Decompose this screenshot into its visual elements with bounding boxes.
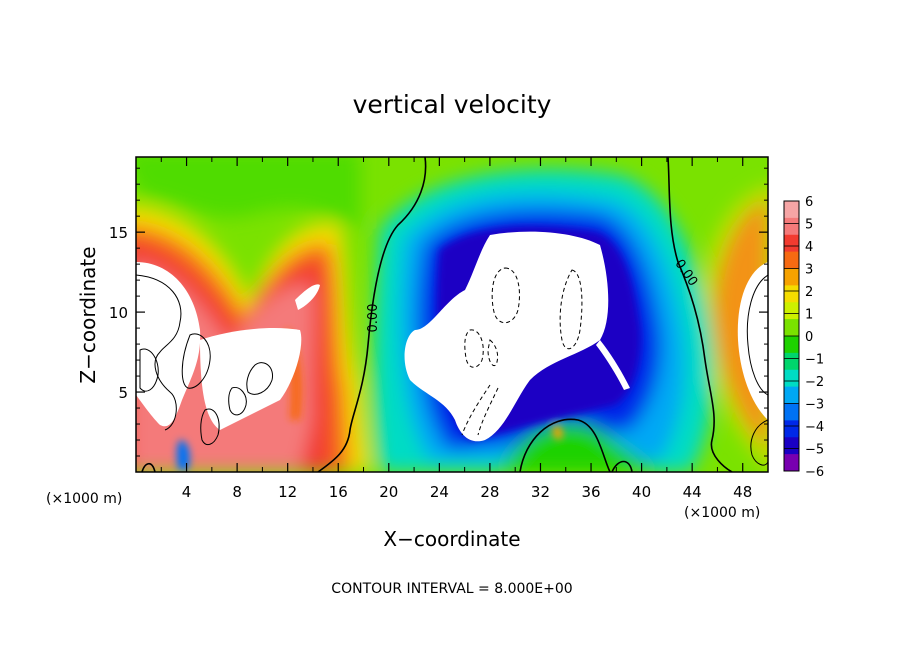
contour-left-loop-1 — [181, 333, 211, 389]
colorbar-label: 3 — [805, 263, 813, 278]
y-axis-label: Z−coordinate — [76, 246, 100, 383]
x-tick-label: 16 — [329, 483, 348, 501]
contour-interval-note: CONTOUR INTERVAL = 8.000E+00 — [331, 581, 572, 597]
y-tick-label: 5 — [118, 384, 128, 402]
colorbar-swatch — [784, 369, 799, 388]
colorbar-label: −5 — [805, 443, 824, 458]
contour-bottom-left — [141, 462, 156, 472]
region-yellow-left — [136, 157, 360, 230]
x-axis: 4 8 12 16 20 24 28 32 36 40 44 48 — [160, 157, 752, 501]
colorbar-swatch — [784, 352, 799, 371]
contour-dashed-1 — [491, 267, 520, 324]
colorbar-swatch — [784, 437, 799, 455]
white-left-center — [200, 328, 302, 430]
colorbar-label: −4 — [805, 420, 824, 435]
colorbar-label: 2 — [805, 285, 813, 300]
contour-left-loop-2 — [246, 362, 274, 395]
y-tick-label: 10 — [109, 304, 128, 322]
contour-right-loop — [746, 274, 768, 396]
region-yellow-right — [700, 185, 768, 470]
contour-left-loop-5 — [139, 348, 159, 392]
colorbar-swatch — [784, 403, 799, 421]
contour-left-outer — [136, 274, 182, 431]
colorbar-swatch — [784, 336, 799, 354]
colorbar-label: −1 — [805, 353, 824, 368]
colorbar-swatch — [784, 251, 799, 269]
colorbar-label: 1 — [805, 308, 813, 323]
colorbar-swatch — [784, 268, 799, 286]
contour-bottom-right — [611, 460, 633, 472]
region-orange-spot — [552, 425, 563, 440]
region-blue-spot — [176, 440, 190, 470]
contour-left-loop-4 — [200, 408, 220, 446]
x-tick-label: 12 — [278, 483, 297, 501]
plot-area: 0.00 0.00 — [136, 157, 768, 472]
colorbar-swatch — [784, 386, 799, 404]
contour-zero-left — [317, 157, 427, 472]
x-tick-label: 28 — [480, 483, 499, 501]
contour-lines-negative — [461, 267, 583, 436]
contour-bottom-center — [519, 418, 611, 472]
white-left-spot — [295, 284, 320, 310]
colorbar-label: 4 — [805, 240, 813, 255]
x-tick-label: 48 — [733, 483, 752, 501]
x-unit-right: (×1000 m) — [684, 505, 760, 521]
colorbar-label: 5 — [805, 218, 813, 233]
contour-zero-right — [667, 157, 733, 472]
region-green-bottom — [500, 422, 660, 472]
x-tick-label: 32 — [531, 483, 550, 501]
chart-title: vertical velocity — [353, 90, 552, 119]
contour-dashed-2 — [559, 269, 583, 350]
colorbar-swatch — [784, 285, 799, 303]
x-unit-left: (×1000 m) — [46, 491, 122, 507]
contour-left-loop-3 — [228, 386, 247, 416]
x-tick-label: 8 — [232, 483, 242, 501]
colorbar-label: 0 — [805, 330, 813, 345]
x-tick-label: 4 — [182, 483, 192, 501]
colorbar-swatch — [784, 319, 799, 337]
y-axis: 5 10 15 — [109, 167, 768, 457]
contour-dashed-4 — [487, 339, 499, 367]
colorbar-swatch — [784, 454, 799, 472]
colorbar: 6 5 4 3 2 1 0 −1 −2 −3 −4 −5 −6 — [783, 195, 824, 480]
contour-dashed-5 — [461, 384, 491, 436]
contour-label-left: 0.00 — [366, 304, 381, 333]
x-tick-label: 36 — [581, 483, 600, 501]
white-right — [737, 262, 768, 420]
colorbar-swatch — [784, 420, 799, 438]
colorbar-swatch — [784, 217, 799, 236]
contour-right-loop-2 — [750, 419, 768, 466]
x-axis-label: X−coordinate — [383, 527, 520, 551]
y-tick-label: 15 — [109, 224, 128, 242]
colorbar-label: −3 — [805, 398, 824, 413]
white-center-streak — [596, 340, 630, 390]
colorbar-label: −2 — [805, 375, 824, 390]
colorbar-swatch — [784, 234, 799, 253]
colorbar-swatch — [784, 201, 799, 219]
x-tick-label: 44 — [683, 483, 702, 501]
colorbar-label: −6 — [805, 465, 824, 480]
contour-lines — [136, 157, 768, 472]
colorbar-label: 6 — [805, 195, 813, 210]
x-tick-label: 40 — [632, 483, 651, 501]
white-center — [404, 231, 609, 442]
contour-dashed-3 — [464, 329, 484, 368]
colorbar-swatch — [784, 302, 799, 320]
x-tick-label: 24 — [430, 483, 449, 501]
plot-frame — [135, 156, 769, 473]
x-tick-label: 20 — [379, 483, 398, 501]
